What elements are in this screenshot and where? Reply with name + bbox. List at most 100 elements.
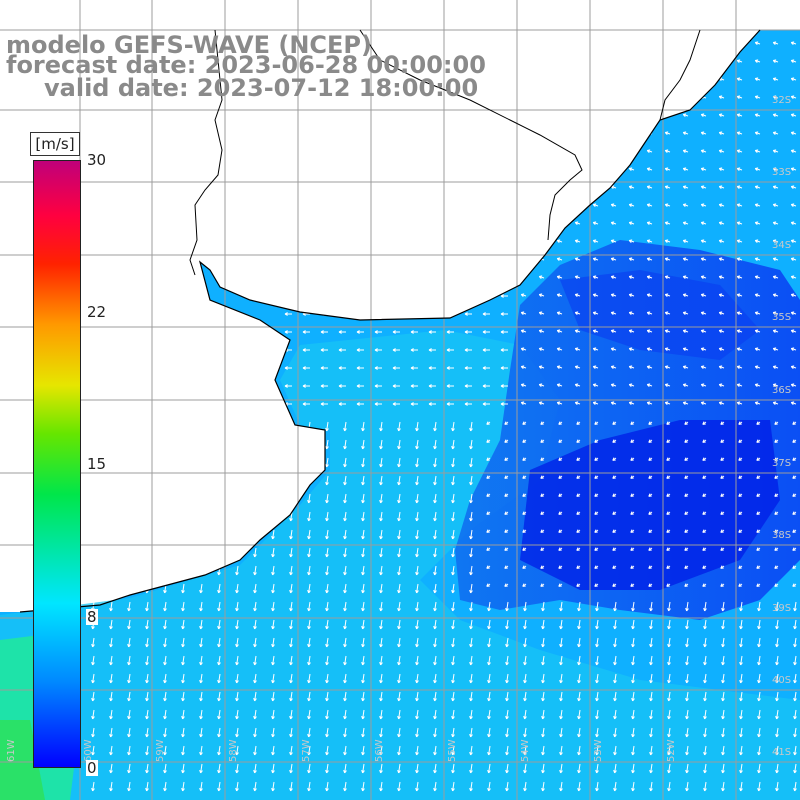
wind-arrow (434, 673, 437, 683)
wind-arrow-head (272, 554, 275, 558)
wind-arrow-head (578, 644, 581, 648)
wind-arrow-head (650, 698, 653, 702)
wind-arrow (398, 439, 401, 449)
wind-arrow-head (470, 428, 473, 432)
wind-arrow-head (416, 500, 419, 504)
wind-arrow (362, 457, 365, 467)
wind-arrow-head (700, 294, 704, 298)
wind-arrow-head (794, 770, 797, 774)
wind-arrow (254, 421, 257, 431)
wind-arrow-head (308, 752, 311, 756)
wind-arrow (668, 763, 671, 773)
wind-arrow (650, 691, 653, 701)
wind-arrow (146, 511, 149, 521)
wind-arrow-head (398, 734, 401, 738)
wind-arrow-head (506, 788, 509, 792)
wind-arrow (740, 745, 743, 755)
wind-arrow-head (398, 644, 401, 648)
wind-arrow (164, 493, 167, 503)
wind-arrow (758, 601, 761, 611)
wind-arrow (524, 709, 527, 719)
wind-arrow-head (682, 330, 686, 334)
wind-arrow (254, 655, 257, 665)
wind-arrow (380, 421, 383, 431)
wind-arrow (776, 781, 779, 791)
wind-arrow-head (362, 698, 365, 702)
wind-arrow-head (574, 204, 578, 208)
wind-arrow (686, 745, 689, 755)
wind-arrow-head (146, 752, 149, 756)
wind-arrow (524, 673, 527, 683)
wind-arrow (632, 601, 635, 611)
wind-arrow-head (164, 626, 167, 630)
wind-arrow-head (392, 367, 396, 370)
wind-arrow-head (790, 42, 794, 46)
wind-arrow-head (772, 384, 776, 388)
colorbar-tick-8: 8 (86, 608, 98, 626)
wind-arrow (92, 691, 95, 701)
wind-arrow (416, 763, 419, 773)
wind-arrow-head (392, 403, 396, 406)
wind-arrow-head (428, 349, 432, 352)
wind-arrow-head (410, 403, 414, 406)
wind-arrow-head (248, 403, 252, 406)
wind-arrow-head (754, 186, 758, 190)
wind-arrow (650, 745, 653, 755)
wind-arrow-head (682, 258, 686, 262)
wind-arrow-head (398, 608, 401, 612)
wind-arrow-head (718, 132, 722, 136)
wind-arrow-head (338, 313, 342, 316)
wind-arrow (344, 619, 347, 629)
wind-arrow-head (344, 734, 347, 738)
wind-arrow-head (664, 132, 668, 136)
wind-arrow-head (218, 716, 221, 720)
wind-arrow (704, 745, 707, 755)
wind-arrow-head (556, 402, 560, 406)
colorbar-tick-22: 22 (86, 303, 108, 321)
wind-arrow-head (506, 698, 509, 702)
wind-arrow (470, 691, 473, 701)
wind-arrow-head (290, 752, 293, 756)
wind-arrow (128, 547, 131, 557)
wind-arrow-head (146, 518, 149, 522)
wind-arrow (578, 781, 581, 791)
wind-arrow-head (520, 366, 524, 370)
wind-arrow-head (578, 662, 581, 666)
wind-arrow-head (682, 186, 686, 190)
wind-arrow-head (290, 536, 293, 540)
wind-arrow-head (646, 240, 650, 244)
wind-arrow-head (506, 644, 509, 648)
wind-arrow-head (236, 500, 239, 504)
wind-arrow-head (754, 150, 758, 154)
wind-arrow-head (326, 608, 329, 612)
wind-arrow-head (326, 482, 329, 486)
wind-arrow (578, 691, 581, 701)
wind-arrow-head (146, 662, 149, 666)
wind-arrow (182, 439, 185, 449)
wind-arrow (452, 439, 455, 449)
wind-arrow-head (290, 554, 293, 558)
wind-arrow-head (398, 554, 401, 558)
wind-arrow-head (664, 294, 668, 298)
wind-arrow-head (772, 60, 776, 64)
wind-arrow-head (128, 716, 131, 720)
wind-arrow-head (664, 222, 668, 226)
wind-arrow-head (754, 330, 758, 334)
wind-arrow (434, 511, 437, 521)
wind-arrow-head (164, 572, 167, 576)
wind-arrow-head (542, 626, 545, 630)
wind-arrow (164, 781, 167, 791)
wind-arrow-head (362, 662, 365, 666)
wind-arrow-head (650, 752, 653, 756)
wind-arrow-head (524, 608, 527, 612)
wind-arrow (308, 619, 311, 629)
wind-arrow (452, 727, 455, 737)
wind-arrow-head (362, 644, 365, 648)
wind-arrow-head (218, 698, 221, 702)
longitude-label: 57W (301, 739, 312, 762)
wind-arrow (290, 529, 293, 539)
wind-arrow-head (488, 608, 491, 612)
wind-arrow (272, 673, 275, 683)
wind-arrow (704, 601, 707, 611)
wind-arrow (488, 691, 491, 701)
